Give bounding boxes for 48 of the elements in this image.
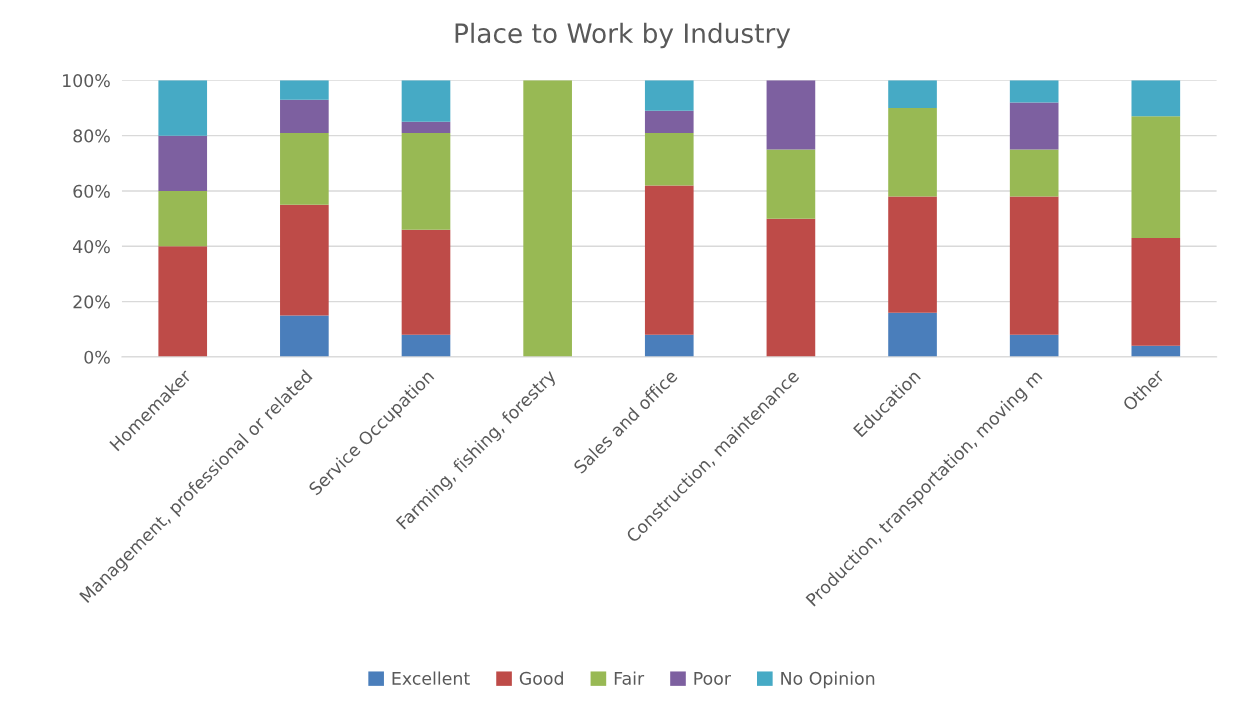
bar [766,80,816,150]
bar [1131,80,1181,117]
y-tick-label: 20% [73,295,110,309]
bar [888,80,937,108]
bar [401,334,451,357]
y-tick-label: 100% [63,74,110,88]
y-tick-label: 80% [73,129,110,143]
bar [280,204,329,316]
y-tick-label: 60% [73,184,110,198]
bar [644,132,694,186]
chart-title: Place to Work by Industry [455,22,791,49]
bar [1131,116,1181,238]
legend-label: Good [519,671,563,685]
bar [766,218,816,357]
bar [158,80,208,136]
y-tick-label: 40% [73,240,110,254]
bar [1131,345,1181,357]
y-tick-label: 0% [84,350,110,364]
bar [1009,102,1059,150]
bar [401,229,451,335]
bar [644,334,694,357]
bar [401,80,451,122]
bar [1009,149,1059,197]
bar [1009,334,1059,357]
bar [644,110,694,133]
bar [766,149,816,219]
bar [280,99,329,133]
bar [280,132,329,205]
bar [1009,80,1059,103]
bar [1009,196,1059,335]
bar [158,190,208,247]
bar [644,185,694,335]
bar [523,80,572,357]
bar [280,315,329,357]
bar [401,132,451,230]
bar [888,312,937,357]
bar [280,80,329,100]
bar [644,80,694,111]
bar [888,108,937,197]
legend-label: Poor [694,672,731,685]
bar [401,121,451,133]
bar [1131,237,1181,346]
bar [158,246,208,357]
bar [158,135,208,191]
legend-label: Excellent [392,671,470,685]
bar [888,196,937,313]
legend-label: Fair [614,671,645,685]
legend-label: No Opinion [781,671,875,689]
